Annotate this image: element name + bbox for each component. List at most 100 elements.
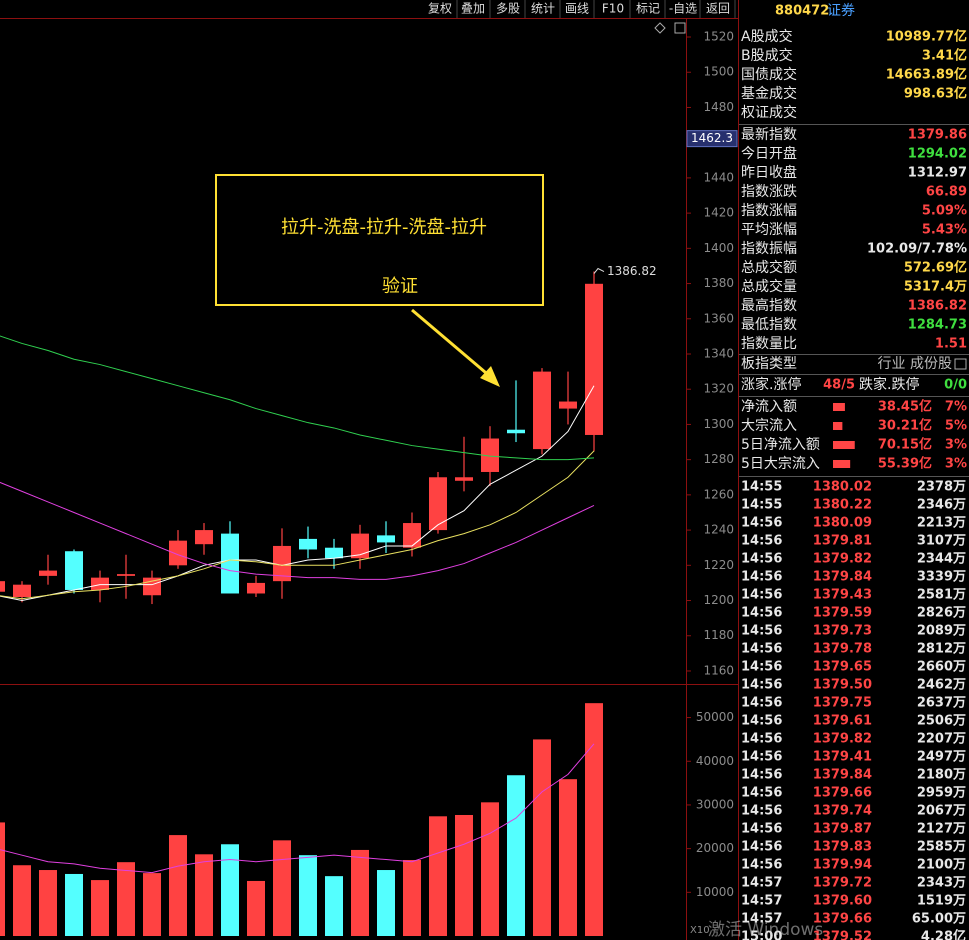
tick-time: 14:56	[741, 570, 782, 585]
tick-price: 1379.50	[813, 678, 872, 693]
toolbar-button[interactable]: 画线	[565, 2, 589, 16]
tick-volume: 2660万	[917, 660, 966, 675]
y-tick-label: 1300	[703, 417, 734, 431]
tick-time: 14:56	[741, 804, 782, 819]
tick-time: 14:56	[741, 588, 782, 603]
tick-time: 14:57	[741, 894, 782, 909]
tick-time: 14:56	[741, 768, 782, 783]
tick-volume: 2100万	[917, 858, 966, 873]
tick-volume: 2346万	[917, 498, 966, 513]
candle-body	[247, 582, 265, 594]
toolbar-button[interactable]: F10	[602, 2, 624, 16]
y-tick-label: 30000	[696, 797, 734, 811]
toolbar-button[interactable]: 复权	[428, 2, 452, 16]
stat-value: 14663.89亿	[886, 67, 967, 83]
candle-body	[455, 477, 473, 481]
volume-bar	[0, 822, 5, 936]
sector-icon[interactable]	[954, 358, 967, 370]
tick-volume: 2378万	[917, 480, 966, 495]
tick-time: 14:56	[741, 696, 782, 711]
candle-body	[13, 584, 31, 598]
stat-label: B股成交	[741, 47, 793, 64]
high-marker	[593, 267, 605, 274]
tick-price: 1379.52	[813, 930, 872, 940]
toolbar-button[interactable]: 返回	[706, 2, 730, 16]
tick-time: 14:56	[741, 678, 782, 693]
stat-value: 66.89	[926, 185, 967, 200]
candle-body	[429, 477, 447, 531]
volume-bar	[247, 880, 265, 936]
tick-time: 14:56	[741, 606, 782, 621]
breadth-label: 跌家.跌停	[859, 376, 919, 393]
tick-price: 1379.59	[813, 606, 872, 621]
tick-time: 14:56	[741, 534, 782, 549]
stat-label: 最高指数	[741, 297, 797, 314]
toolbar-button[interactable]: -自选	[669, 2, 697, 16]
candle-body	[299, 538, 317, 550]
tick-price: 1379.84	[813, 570, 872, 585]
y-tick-label: 1340	[703, 346, 734, 360]
tick-price: 1379.74	[813, 804, 872, 819]
y-tick-label: 1160	[703, 663, 734, 677]
tick-price: 1379.75	[813, 696, 872, 711]
tick-time: 14:55	[741, 480, 782, 495]
stat-label: 权证成交	[741, 104, 797, 121]
toolbar-button[interactable]: 多股	[496, 2, 520, 16]
tick-time: 14:56	[741, 642, 782, 657]
tick-price: 1379.84	[813, 768, 872, 783]
flow-share: 3%	[945, 438, 967, 453]
ma-line	[0, 450, 595, 600]
tick-price: 1379.73	[813, 624, 872, 639]
tick-volume: 65.00万	[912, 912, 966, 927]
y-tick-label: 1180	[703, 628, 734, 642]
candle-body	[195, 530, 213, 545]
y-tick-label: 1200	[703, 593, 734, 607]
tick-time: 14:56	[741, 660, 782, 675]
volume-bar	[481, 802, 499, 936]
flow-label: 5日净流入额	[741, 437, 820, 453]
flow-bar	[833, 460, 851, 468]
sector-label: 板指类型	[741, 356, 797, 372]
flow-label: 大宗流入	[741, 418, 797, 434]
y-tick-label: 1420	[703, 206, 734, 220]
diamond-icon[interactable]	[654, 22, 666, 34]
toolbar-button[interactable]: 统计	[531, 2, 555, 16]
stat-label: 最新指数	[741, 127, 797, 143]
flow-value: 70.15亿	[878, 437, 932, 453]
flow-share: 7%	[945, 400, 967, 415]
tick-time: 14:56	[741, 552, 782, 567]
tick-volume: 4.28亿	[921, 929, 966, 940]
y-tick-label: 50000	[696, 710, 734, 724]
candle-body	[39, 570, 57, 576]
stat-label: 指数涨跌	[741, 184, 797, 200]
toolbar-button[interactable]: 标记	[636, 2, 660, 16]
tick-time: 14:56	[741, 840, 782, 855]
candle-body	[507, 429, 525, 434]
y-tick-label: 1260	[703, 487, 734, 501]
tick-time: 14:56	[741, 714, 782, 729]
annotation-title: 拉升-洗盘-拉升-洗盘-拉升	[281, 217, 487, 238]
stat-label: 最低指数	[741, 317, 797, 333]
candle-body	[559, 401, 577, 409]
candle-body	[117, 574, 135, 576]
high-label: 1386.82	[607, 264, 657, 278]
annotation-note: 验证	[382, 276, 418, 297]
tick-volume: 2812万	[917, 642, 966, 657]
flow-share: 3%	[945, 457, 967, 472]
ma-line	[0, 481, 595, 580]
tick-volume: 2637万	[917, 696, 966, 711]
panel-icon[interactable]	[674, 22, 686, 34]
y-tick-label: 1440	[703, 170, 734, 184]
tick-volume: 2462万	[917, 678, 966, 693]
stat-value: 5317.4万	[904, 280, 967, 295]
flow-bar	[833, 441, 855, 449]
toolbar-button[interactable]: 叠加	[461, 2, 485, 16]
y-tick-label: 1240	[703, 523, 734, 537]
y-tick-label: 1320	[703, 382, 734, 396]
tick-volume: 2506万	[917, 714, 966, 729]
candle-body	[221, 533, 239, 594]
watermark: 激活 Windows	[708, 920, 823, 940]
tick-price: 1379.43	[813, 588, 872, 603]
tick-price: 1380.22	[813, 498, 872, 513]
